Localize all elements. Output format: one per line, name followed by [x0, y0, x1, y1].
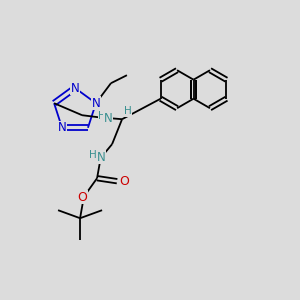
Text: O: O [119, 175, 129, 188]
Text: N: N [92, 97, 100, 110]
Text: N: N [58, 121, 66, 134]
Text: O: O [77, 191, 87, 204]
Text: N: N [97, 151, 106, 164]
Text: H: H [89, 150, 97, 160]
Text: H: H [124, 106, 132, 116]
Text: H: H [98, 111, 106, 121]
Text: N: N [104, 112, 112, 125]
Text: N: N [70, 82, 80, 94]
